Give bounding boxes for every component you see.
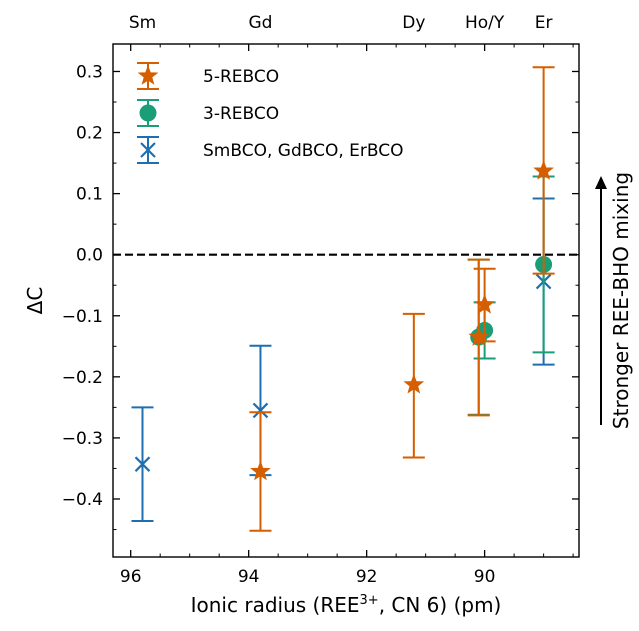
y-tick-label: 0.1 xyxy=(76,185,103,205)
x-marker-stroke xyxy=(140,142,156,158)
x-tick-label: 92 xyxy=(356,567,378,587)
legend-label: SmBCO, GdBCO, ErBCO xyxy=(203,141,404,161)
top-element-label: Er xyxy=(535,13,553,33)
data-point xyxy=(402,312,425,459)
plot-frame xyxy=(112,43,580,558)
x-tick-label: 94 xyxy=(238,567,260,587)
data-point xyxy=(532,66,555,275)
star-marker xyxy=(403,373,425,394)
y-tick-label: −0.3 xyxy=(62,429,103,449)
legend-entry: 5-REBCO xyxy=(137,62,279,90)
y-axis-label: ΔC xyxy=(23,287,47,315)
side-annotation-text: Stronger REE-BHO mixing xyxy=(609,172,633,429)
data-point xyxy=(131,406,154,522)
series-x xyxy=(131,197,555,522)
data-point xyxy=(473,267,496,343)
series-star xyxy=(249,66,555,532)
star-marker xyxy=(474,293,495,314)
legend-label: 3-REBCO xyxy=(203,104,279,124)
legend: 5-REBCO 3-REBCO SmBCO, GdBCO, ErBCO xyxy=(137,62,404,164)
data-point xyxy=(467,258,490,417)
y-tick-label: 0.2 xyxy=(76,124,103,144)
x-axis-label: Ionic radius (REE3+, CN 6) (pm) xyxy=(191,593,502,617)
side-arrow-head xyxy=(595,176,607,189)
x-marker-stroke xyxy=(252,402,269,419)
side-annotation: Stronger REE-BHO mixing xyxy=(595,172,633,429)
x-marker-stroke xyxy=(134,456,151,472)
top-element-label: Gd xyxy=(248,13,272,33)
data-point xyxy=(249,411,272,532)
y-tick-label: −0.1 xyxy=(62,307,103,327)
y-tick-label: −0.4 xyxy=(62,490,103,510)
top-element-label: Dy xyxy=(402,13,425,33)
legend-entry: 3-REBCO xyxy=(137,99,279,127)
star-marker xyxy=(533,160,554,180)
axis-ticks: 96 94 92 90 −0.4 −0.3 −0.2 −0.1 0.0 0.1 0.2 0.3 xyxy=(62,44,579,587)
top-element-labels: Sm Gd Dy Ho/Y Er xyxy=(129,13,553,33)
series-layer xyxy=(131,66,555,532)
circle-marker xyxy=(139,104,157,122)
star-marker xyxy=(250,460,271,481)
star-marker xyxy=(137,65,159,85)
y-tick-label: −0.2 xyxy=(62,368,103,388)
y-tick-label: 0.3 xyxy=(76,62,103,82)
top-element-label: Sm xyxy=(129,13,156,33)
top-element-label: Ho/Y xyxy=(465,13,505,33)
y-tick-label: 0.0 xyxy=(76,246,103,266)
legend-label: 5-REBCO xyxy=(203,67,279,87)
series-circle xyxy=(467,175,555,416)
x-tick-label: 96 xyxy=(120,567,142,587)
legend-entry: SmBCO, GdBCO, ErBCO xyxy=(137,136,404,164)
x-tick-label: 90 xyxy=(474,567,496,587)
